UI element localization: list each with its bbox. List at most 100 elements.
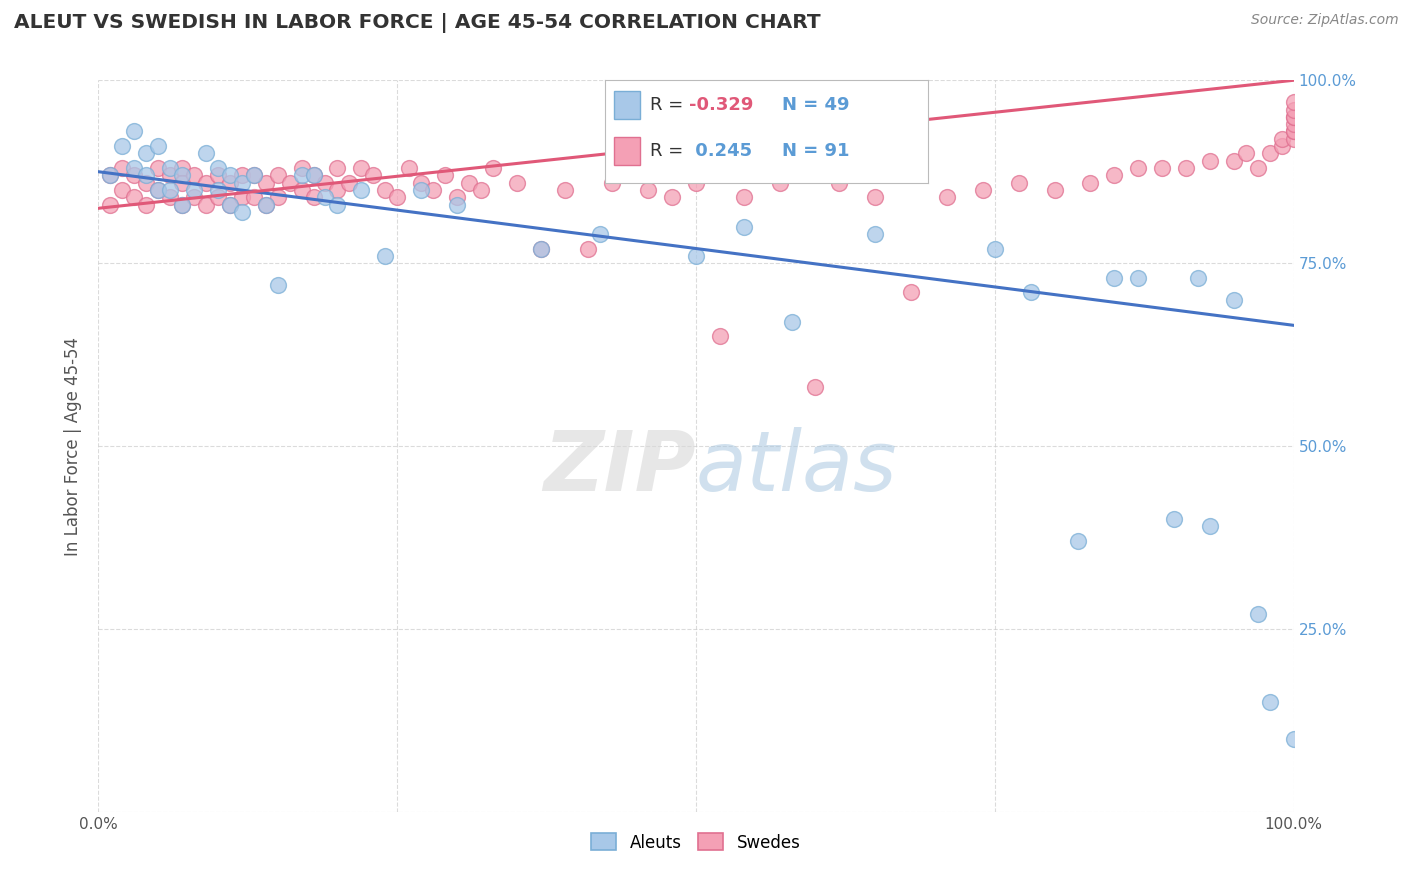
Point bbox=[219, 169, 242, 183]
Point bbox=[1234, 146, 1257, 161]
Point bbox=[1175, 161, 1198, 175]
Point bbox=[1128, 161, 1150, 175]
Point bbox=[124, 190, 146, 204]
Point bbox=[267, 190, 290, 204]
Point bbox=[183, 183, 205, 197]
Point bbox=[685, 176, 707, 190]
Point bbox=[243, 190, 266, 204]
Point bbox=[148, 183, 170, 197]
Point bbox=[111, 161, 134, 175]
Point bbox=[267, 278, 290, 293]
Point bbox=[1282, 117, 1305, 131]
Point bbox=[219, 197, 242, 211]
Point bbox=[183, 169, 205, 183]
Point bbox=[172, 169, 194, 183]
Point bbox=[243, 169, 266, 183]
Point bbox=[530, 242, 553, 256]
Point bbox=[865, 190, 887, 204]
Point bbox=[422, 183, 444, 197]
Point bbox=[530, 242, 553, 256]
Point bbox=[506, 176, 529, 190]
Point bbox=[1128, 270, 1150, 285]
Point bbox=[1282, 95, 1305, 110]
Point bbox=[1282, 132, 1305, 146]
Point bbox=[1271, 139, 1294, 153]
Point bbox=[195, 146, 218, 161]
Point bbox=[148, 183, 170, 197]
Point bbox=[148, 161, 170, 175]
Point bbox=[685, 249, 707, 263]
Point bbox=[398, 161, 420, 175]
Point bbox=[159, 169, 181, 183]
Point bbox=[231, 169, 253, 183]
Point bbox=[326, 197, 349, 211]
Point bbox=[1152, 161, 1174, 175]
Point bbox=[1271, 132, 1294, 146]
Point bbox=[1199, 519, 1222, 533]
Point bbox=[231, 190, 253, 204]
Point bbox=[1104, 270, 1126, 285]
Point bbox=[291, 161, 314, 175]
Point bbox=[124, 169, 146, 183]
Point bbox=[315, 176, 337, 190]
Point bbox=[302, 169, 325, 183]
Text: N = 91: N = 91 bbox=[783, 142, 851, 160]
Point bbox=[1019, 285, 1042, 300]
Point bbox=[411, 176, 433, 190]
Point bbox=[243, 169, 266, 183]
Point bbox=[326, 183, 349, 197]
Point bbox=[1258, 146, 1281, 161]
Point bbox=[159, 183, 181, 197]
Legend: Aleuts, Swedes: Aleuts, Swedes bbox=[585, 827, 807, 858]
Point bbox=[267, 169, 290, 183]
Point bbox=[446, 190, 468, 204]
Point bbox=[900, 285, 922, 300]
Point bbox=[339, 176, 361, 190]
Point bbox=[374, 249, 396, 263]
Point bbox=[458, 176, 481, 190]
Point bbox=[363, 169, 385, 183]
Text: N = 49: N = 49 bbox=[783, 96, 851, 114]
Point bbox=[1258, 695, 1281, 709]
Point bbox=[326, 161, 349, 175]
Point bbox=[578, 242, 600, 256]
Point bbox=[159, 190, 181, 204]
Point bbox=[183, 190, 205, 204]
Point bbox=[254, 176, 277, 190]
Point bbox=[1282, 124, 1305, 138]
Point bbox=[481, 161, 505, 175]
Point bbox=[172, 176, 194, 190]
Point bbox=[1104, 169, 1126, 183]
Point bbox=[1282, 124, 1305, 138]
Text: -0.329: -0.329 bbox=[689, 96, 754, 114]
Point bbox=[733, 219, 755, 234]
Point bbox=[709, 329, 731, 343]
Point bbox=[350, 161, 373, 175]
Point bbox=[231, 205, 253, 219]
Point bbox=[98, 169, 122, 183]
Point bbox=[98, 197, 122, 211]
Point bbox=[1282, 731, 1305, 746]
Point bbox=[219, 197, 242, 211]
Point bbox=[768, 176, 790, 190]
Point bbox=[278, 176, 301, 190]
Point bbox=[219, 176, 242, 190]
Text: atlas: atlas bbox=[696, 427, 897, 508]
Point bbox=[470, 183, 492, 197]
Point bbox=[602, 176, 624, 190]
Point bbox=[1080, 176, 1102, 190]
Point bbox=[1282, 110, 1305, 124]
Point bbox=[637, 183, 659, 197]
Point bbox=[172, 161, 194, 175]
Point bbox=[1199, 153, 1222, 168]
Point bbox=[111, 139, 134, 153]
Point bbox=[231, 176, 253, 190]
Point bbox=[804, 380, 827, 394]
Point bbox=[302, 190, 325, 204]
Point bbox=[135, 176, 157, 190]
Point bbox=[195, 176, 218, 190]
Bar bbox=[614, 136, 640, 165]
Point bbox=[661, 190, 683, 204]
Point bbox=[865, 227, 887, 241]
Point bbox=[172, 197, 194, 211]
